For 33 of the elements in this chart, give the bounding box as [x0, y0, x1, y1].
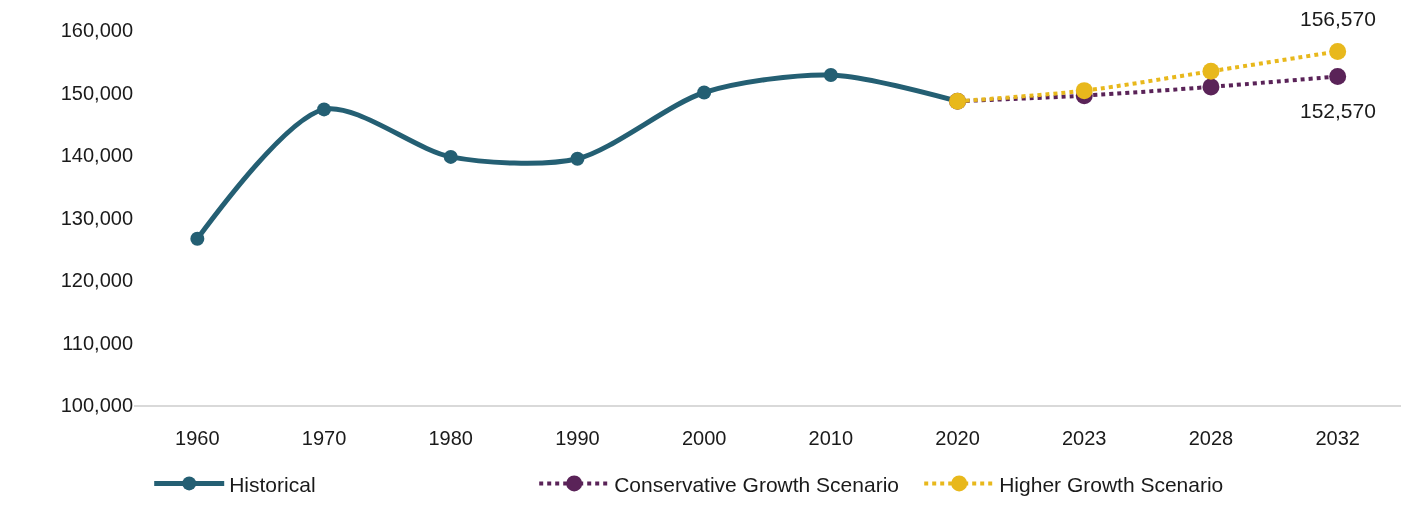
point: [443, 149, 458, 164]
point: [1329, 42, 1347, 60]
point: [823, 68, 838, 82]
data-label: 156,570: [1300, 7, 1376, 30]
x-tick-label: 1960: [175, 427, 220, 449]
point: [570, 151, 585, 166]
x-tick-label: 2010: [808, 427, 854, 449]
legend-label: Higher Growth Scenario: [999, 472, 1224, 496]
x-tick-label: 2032: [1315, 427, 1360, 449]
point: [1202, 62, 1220, 80]
point: [1202, 78, 1220, 96]
y-tick-label: 120,000: [60, 269, 133, 291]
data-label: 152,570: [1300, 99, 1376, 122]
legend-label: Conservative Growth Scenario: [614, 472, 899, 496]
point: [697, 85, 712, 100]
point: [1075, 82, 1093, 100]
y-tick-label: 130,000: [60, 206, 133, 229]
y-tick-label: 160,000: [60, 19, 133, 41]
x-tick-label: 1970: [301, 427, 347, 449]
x-tick-label: 2000: [681, 427, 727, 449]
y-tick-label: 140,000: [60, 144, 133, 166]
legend-label: Historical: [229, 472, 316, 496]
x-tick-label: 2028: [1188, 427, 1234, 449]
y-tick-label: 100,000: [60, 394, 133, 416]
y-tick-label: 110,000: [62, 331, 133, 354]
point: [1329, 67, 1347, 85]
point: [190, 231, 205, 246]
x-tick-label: 1990: [555, 427, 600, 449]
x-tick-label: 2023: [1062, 427, 1107, 449]
x-tick-label: 2020: [935, 427, 980, 449]
point: [317, 102, 332, 117]
y-tick-label: 150,000: [60, 81, 133, 104]
x-tick-label: 1980: [428, 427, 473, 449]
